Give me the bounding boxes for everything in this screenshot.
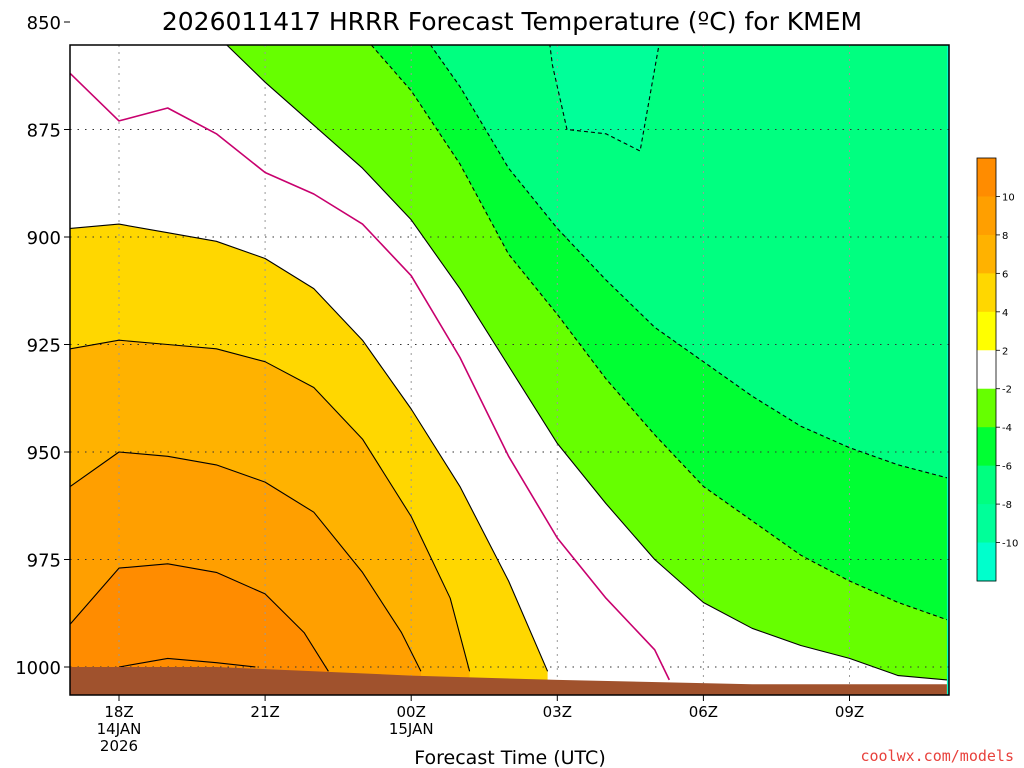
y-tick-label-900: 900 [27, 228, 61, 249]
y-tick-label-1000: 1000 [15, 658, 61, 679]
y-tick-label-850: 850 [27, 13, 61, 34]
isotherm-4 [70, 223, 549, 672]
y-tick-label-925: 925 [27, 336, 61, 357]
band-fill-above-10 [70, 563, 329, 693]
isotherm-0 [70, 73, 671, 681]
colorbar-frame [976, 157, 997, 582]
isotherm-10 [70, 563, 329, 672]
isotherm-minus-8 [549, 45, 660, 152]
plot-area: -8-10 [70, 45, 949, 695]
ground-surface [70, 667, 947, 695]
colorbar-tick-label-3: 4 [1002, 308, 1008, 319]
temperature-fill-bands [70, 45, 949, 695]
colorbar-tick-label-8: -8 [1002, 500, 1012, 511]
x-tick-label-0-line-2: 2026 [100, 737, 138, 755]
colorbar-band-8 [977, 465, 996, 505]
isotherm-lines [70, 45, 948, 681]
colorbar-tick-label-2: 6 [1002, 269, 1008, 280]
isotherm-6 [70, 339, 471, 672]
y-axis: 7257507758008258508759009259509751000 [15, 13, 70, 679]
colorbar-band-5 [977, 350, 996, 390]
chart-title: 2026011417 HRRR Forecast Temperature (ºC… [162, 7, 862, 36]
plot-frame [69, 44, 950, 696]
colorbar-band-9 [977, 504, 996, 544]
y-tick-label-975: 975 [27, 551, 61, 572]
colorbar-band-10 [977, 542, 996, 582]
x-tick-label-3-line-0: 21Z [250, 703, 279, 721]
y-tick-label-950: 950 [27, 443, 61, 464]
isotherm-8 [70, 451, 422, 672]
colorbar-band-1 [977, 196, 996, 236]
y-tick-label-875: 875 [27, 121, 61, 142]
ground-layer [70, 667, 947, 695]
x-tick-label-0-line-1: 14JAN [97, 720, 142, 738]
colorbar-tick-label-5: -2 [1002, 385, 1012, 396]
source-credit: coolwx.com/models [860, 747, 1014, 765]
colorbar-band-7 [977, 427, 996, 467]
colorbar-tick-label-6: -4 [1002, 423, 1012, 434]
isotherm-minus-2 [226, 45, 947, 681]
x-tick-label-9-line-0: 03Z [543, 703, 572, 721]
x-tick-label-6-line-1: 15JAN [389, 720, 434, 738]
x-tick-label-15-line-0: 09Z [835, 703, 864, 721]
colorbar-band-2 [977, 234, 996, 274]
colorbar-band-3 [977, 273, 996, 313]
x-tick-label-6-line-0: 00Z [397, 703, 426, 721]
colorbar-band-6 [977, 388, 996, 428]
x-tick-label-12-line-0: 06Z [689, 703, 718, 721]
colorbar-band-0 [977, 158, 996, 197]
colorbar-tick-label-7: -6 [1002, 462, 1012, 473]
isotherm-minus-4 [370, 45, 948, 621]
x-axis-label: Forecast Time (UTC) [414, 747, 605, 768]
colorbar: 10 8 6 4 2 -2 -4 -6 -8 -10 [976, 157, 1018, 582]
colorbar-tick-label-9: -10 [1002, 539, 1018, 550]
colorbar-tick-label-1: 8 [1002, 231, 1008, 242]
colorbar-band-4 [977, 311, 996, 351]
colorbar-tick-label-0: 10 [1002, 192, 1015, 203]
colorbar-tick-label-4: 2 [1002, 346, 1008, 357]
isotherm-12 [118, 657, 256, 668]
isotherm-minus-6 [429, 45, 948, 479]
x-tick-label-0-line-0: 18Z [104, 703, 133, 721]
